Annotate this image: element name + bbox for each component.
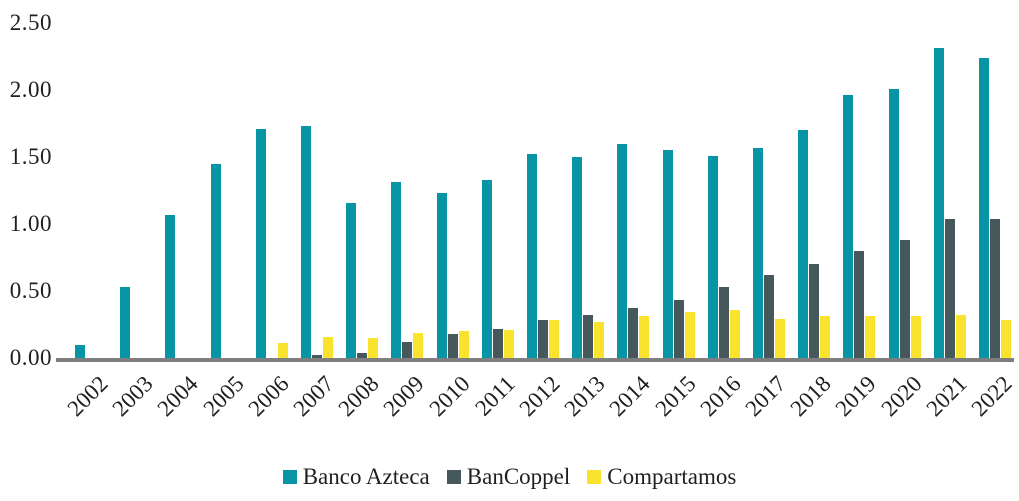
bar-bancoppel-2012	[538, 320, 548, 358]
bar-banco-azteca-2007	[301, 126, 311, 358]
y-tick-label: 2.00	[9, 77, 52, 102]
legend-swatch-compartamos	[587, 470, 602, 484]
legend-item-compartamos: Compartamos	[587, 464, 736, 490]
x-tick-label-2017: 2017	[740, 371, 791, 422]
bar-compartamos-2019	[865, 316, 876, 358]
x-tick-label-2011: 2011	[469, 371, 520, 421]
x-tick-label-2013: 2013	[559, 371, 610, 422]
bar-compartamos-2020	[910, 316, 921, 358]
bar-compartamos-2018	[820, 316, 831, 358]
x-tick-label-2003: 2003	[107, 371, 158, 422]
bar-banco-azteca-2016	[707, 155, 718, 358]
x-tick-label-2010: 2010	[424, 371, 475, 422]
x-tick-label-2007: 2007	[288, 371, 339, 422]
bar-banco-azteca-2011	[481, 179, 492, 358]
bar-compartamos-2012	[549, 320, 559, 358]
bar-compartamos-2014	[639, 316, 650, 358]
bar-compartamos-2016	[729, 309, 740, 358]
legend-swatch-bancoppel	[446, 470, 461, 484]
y-tick-label: 1.00	[9, 211, 52, 236]
bar-banco-azteca-2022	[979, 57, 989, 358]
bar-banco-azteca-2005	[210, 163, 221, 358]
bar-banco-azteca-2003	[120, 286, 131, 358]
legend: Banco Azteca BanCoppel Compartamos	[0, 460, 1019, 494]
x-tick-label-2008: 2008	[333, 371, 384, 422]
bar-compartamos-2015	[684, 312, 695, 358]
x-tick-label-2016: 2016	[695, 371, 746, 422]
x-tick-label-2009: 2009	[378, 371, 430, 422]
y-tick-label: 0.50	[9, 278, 52, 303]
bar-banco-azteca-2015	[662, 150, 673, 358]
bar-banco-azteca-2009	[391, 182, 402, 358]
bar-compartamos-2017	[775, 319, 785, 358]
y-tick-label: 1.50	[9, 144, 52, 169]
x-tick-label-2014: 2014	[604, 371, 656, 422]
bar-bancoppel-2018	[809, 264, 820, 358]
x-tick-label-2021: 2021	[921, 371, 972, 422]
legend-label-compartamos: Compartamos	[607, 464, 737, 489]
bar-banco-azteca-2008	[346, 202, 357, 358]
bar-bancoppel-2009	[402, 341, 413, 358]
x-tick-label-2019: 2019	[830, 371, 882, 422]
bar-banco-azteca-2002	[75, 344, 85, 358]
bar-compartamos-2011	[503, 329, 514, 358]
legend-swatch-banco-azteca	[282, 470, 297, 484]
bar-banco-azteca-2018	[798, 130, 809, 358]
bar-banco-azteca-2010	[436, 193, 447, 358]
bar-banco-azteca-2012	[527, 154, 537, 358]
x-tick-label-2018: 2018	[785, 371, 836, 422]
x-tick-label-2005: 2005	[198, 371, 249, 422]
y-tick-label: 2.50	[9, 10, 52, 35]
bar-compartamos-2008	[368, 337, 379, 358]
legend-label-banco-azteca: Banco Azteca	[302, 464, 430, 489]
y-tick-label: 0.00	[9, 345, 52, 370]
bar-compartamos-2021	[955, 315, 966, 358]
bar-compartamos-2009	[413, 332, 424, 358]
bar-bancoppel-2022	[990, 218, 1000, 358]
bar-bancoppel-2020	[899, 240, 910, 358]
bar-bancoppel-2019	[854, 250, 865, 358]
bar-compartamos-2010	[458, 331, 469, 358]
bar-compartamos-2013	[594, 321, 605, 358]
bar-bancoppel-2011	[492, 328, 503, 358]
x-tick-label-2004: 2004	[152, 371, 204, 422]
bar-banco-azteca-2004	[165, 214, 176, 358]
x-tick-label-2015: 2015	[650, 371, 701, 422]
x-tick-label-2022: 2022	[966, 371, 1017, 422]
bar-bancoppel-2010	[447, 333, 458, 358]
x-tick-label-2012: 2012	[514, 371, 565, 422]
x-tick-label-2006: 2006	[243, 371, 294, 422]
bar-compartamos-2007	[323, 336, 333, 358]
bar-banco-azteca-2006	[255, 128, 266, 358]
bar-bancoppel-2013	[583, 315, 594, 358]
bar-banco-azteca-2020	[888, 88, 899, 358]
bar-compartamos-2022	[1001, 320, 1011, 358]
bar-banco-azteca-2014	[617, 143, 628, 358]
x-axis-line	[56, 358, 1014, 362]
bar-bancoppel-2008	[357, 352, 368, 358]
x-tick-label-2020: 2020	[876, 371, 927, 422]
bar-bancoppel-2017	[764, 274, 774, 358]
bar-banco-azteca-2017	[753, 147, 763, 358]
bar-bancoppel-2016	[718, 286, 729, 358]
bar-banco-azteca-2019	[843, 95, 854, 358]
bar-bancoppel-2015	[673, 300, 684, 358]
bar-bancoppel-2021	[944, 218, 955, 358]
legend-label-bancoppel: BanCoppel	[466, 464, 571, 489]
bar-bancoppel-2014	[628, 308, 639, 358]
x-tick-label-2002: 2002	[62, 371, 113, 422]
legend-item-banco-azteca: Banco Azteca	[282, 464, 430, 490]
bar-banco-azteca-2013	[572, 157, 583, 358]
bar-bancoppel-2007	[312, 355, 322, 358]
legend-item-bancoppel: BanCoppel	[446, 464, 571, 490]
bar-compartamos-2006	[277, 343, 288, 358]
bar-banco-azteca-2021	[933, 48, 944, 358]
